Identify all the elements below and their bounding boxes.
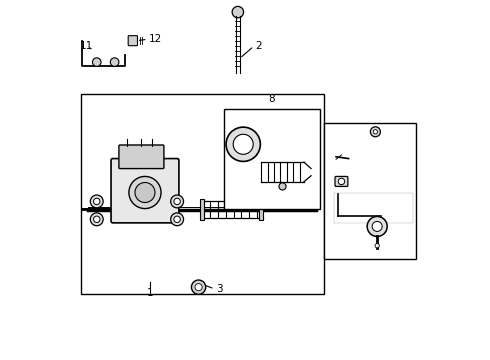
FancyBboxPatch shape (111, 158, 179, 223)
Bar (259, 199, 263, 220)
Circle shape (110, 58, 119, 66)
Circle shape (129, 176, 161, 208)
Text: 7: 7 (357, 152, 364, 162)
Circle shape (195, 284, 202, 291)
Bar (81, 94, 323, 294)
Bar (200, 199, 204, 220)
Circle shape (373, 130, 377, 134)
Circle shape (171, 213, 184, 226)
Circle shape (90, 195, 103, 208)
Circle shape (174, 198, 180, 204)
Bar (323, 123, 416, 258)
Circle shape (171, 195, 184, 208)
Text: 5: 5 (390, 132, 397, 142)
Bar (223, 109, 320, 208)
Circle shape (174, 216, 180, 222)
Text: 1: 1 (147, 288, 154, 297)
Text: 11: 11 (80, 41, 93, 51)
Circle shape (375, 244, 379, 248)
Circle shape (338, 178, 344, 185)
FancyBboxPatch shape (335, 176, 348, 186)
Text: 4: 4 (411, 197, 417, 206)
Circle shape (372, 221, 382, 231)
Text: 12: 12 (148, 34, 162, 44)
Circle shape (94, 198, 100, 204)
Circle shape (233, 134, 253, 154)
FancyBboxPatch shape (119, 145, 164, 168)
Text: 2: 2 (256, 41, 262, 51)
Text: 9: 9 (298, 172, 304, 182)
Circle shape (367, 216, 387, 237)
Text: 3: 3 (216, 284, 222, 294)
Circle shape (94, 216, 100, 222)
Text: 10: 10 (267, 147, 280, 157)
Text: 6: 6 (359, 183, 365, 193)
Text: 8: 8 (269, 94, 275, 104)
Circle shape (135, 183, 155, 203)
Circle shape (192, 280, 206, 294)
Circle shape (370, 127, 380, 137)
Circle shape (226, 127, 260, 161)
Circle shape (279, 183, 286, 190)
Circle shape (93, 58, 101, 66)
Circle shape (232, 6, 244, 18)
Circle shape (90, 213, 103, 226)
FancyBboxPatch shape (128, 36, 138, 46)
